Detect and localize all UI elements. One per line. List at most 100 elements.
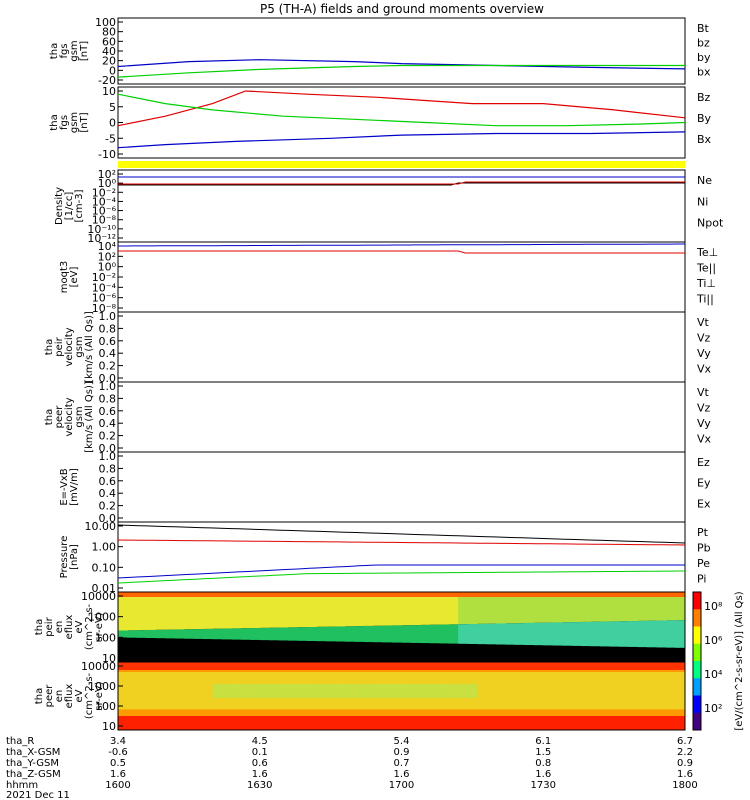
orbit-value: 0.1 [252, 747, 268, 758]
spectrogram-cell [647, 592, 658, 597]
legend-bx: Bx [697, 133, 712, 146]
colorbar-tick: 10⁴ [704, 668, 723, 681]
spectrogram-cell [344, 626, 355, 642]
y-axis-label: moqt3[eV] [59, 261, 80, 294]
y-tick-label: 0.2 [99, 360, 117, 373]
x-axis-label: hhmm [6, 780, 38, 791]
orbit-value: 0.9 [677, 758, 693, 769]
spectrogram-cell [571, 716, 582, 730]
spectrogram-cell [505, 592, 516, 597]
legend-vz: Vz [697, 332, 711, 345]
spectrogram-cell [297, 627, 308, 641]
spectrogram-cell [562, 672, 573, 710]
spectrogram-cell [203, 662, 213, 670]
spectrogram-cell [118, 597, 128, 631]
spectrogram-cell [146, 597, 157, 630]
spectrogram-cell [533, 622, 544, 646]
spectrogram-cell [429, 662, 440, 670]
legend-pi: Pi [697, 573, 706, 586]
y-tick-label: 1000 [88, 680, 116, 693]
panel-frame [117, 86, 686, 159]
spectrogram-cell [656, 662, 667, 670]
legend-pt: Pt [697, 526, 709, 539]
spectrogram-cell [543, 592, 554, 597]
spectrogram-cell [363, 625, 374, 643]
spectrogram-cell [429, 684, 440, 698]
spectrogram-cell [477, 716, 488, 730]
spectrogram-cell [486, 623, 497, 645]
spectrogram-cell [288, 684, 299, 698]
spectrogram-cell [335, 684, 346, 698]
legend-ex: Ex [697, 497, 711, 510]
spectrogram-cell [439, 597, 450, 625]
legend-te⊥: Te⊥ [696, 246, 718, 259]
spectrogram-cell [174, 629, 185, 639]
spectrogram-cell [496, 597, 506, 624]
legend-bt: Bt [697, 22, 710, 35]
spectrogram-cell [354, 626, 365, 642]
spectrogram-cell [656, 597, 667, 621]
spectrogram-cell [288, 716, 299, 730]
spectrogram-cell [628, 597, 639, 622]
spectrogram-cell [401, 592, 412, 597]
spectrogram-cell [325, 716, 336, 730]
y-tick-label: 0.6 [99, 475, 117, 488]
panel-frame [117, 17, 686, 85]
y-tick-label: 0.2 [99, 430, 117, 443]
legend-vt: Vt [697, 386, 710, 399]
spectrogram-cell [344, 597, 355, 627]
y-tick-label: 1.0 [99, 310, 117, 323]
spectrogram-cell [467, 597, 478, 625]
spectrogram-cell [590, 597, 601, 622]
spectrogram-cell [203, 672, 213, 710]
spectrogram-cell [628, 662, 639, 670]
spectrogram-cell [392, 597, 402, 626]
legend-vy: Vy [697, 347, 711, 360]
spectrogram-cell [647, 597, 658, 621]
chart-title: P5 (TH-A) fields and ground moments over… [260, 2, 544, 16]
panel-2: 10 5 0 -5 -10 thafgsgsm[nT] Bz By Bx [49, 85, 712, 161]
spectrogram-cell [118, 630, 128, 638]
spectrogram-cell [136, 592, 147, 597]
spectrogram-cell [363, 684, 374, 698]
y-tick-label: 100 [95, 631, 116, 644]
legend-vy: Vy [697, 417, 711, 430]
spectrogram-cell [373, 662, 384, 670]
spectrogram-cell [618, 597, 629, 622]
spectrogram-cell [420, 662, 431, 670]
legend-by: By [697, 112, 712, 125]
spectrogram-cell [552, 672, 563, 710]
x-tick-label: 1800 [672, 780, 697, 791]
spectrogram-cell [543, 622, 554, 646]
y-tick-label: 1000 [88, 611, 116, 624]
legend-bz: bz [697, 37, 710, 50]
spectrogram-cell [373, 684, 384, 698]
spectrogram-cell [221, 716, 232, 730]
spectrogram-cell [146, 716, 157, 730]
spectrogram-cell [212, 662, 223, 670]
spectrogram-cell [307, 684, 317, 698]
spectrogram-cell [533, 662, 544, 670]
spectrogram-cell [307, 597, 317, 627]
spectrogram-cell [637, 597, 648, 621]
spectrogram-cell [571, 662, 582, 670]
orbit-value: -0.6 [108, 747, 128, 758]
spectrogram-cell [184, 672, 195, 710]
spectrogram-cell [316, 716, 327, 730]
y-tick-label: 0 [109, 64, 116, 77]
spectrogram-cell [127, 592, 138, 597]
spectrogram-cell [165, 592, 176, 597]
spectrogram-cell [250, 592, 261, 597]
y-tick-label: 10000 [81, 590, 116, 603]
spectrogram-cell [221, 592, 232, 597]
y-tick-label: 10⁻⁶ [92, 205, 117, 218]
y-tick-label: 10⁻⁸ [92, 302, 117, 315]
legend-vx: Vx [697, 363, 712, 376]
colorbar-frame [692, 591, 702, 731]
spectrogram-cell [486, 592, 497, 597]
spectrogram-cell [373, 716, 384, 730]
spectrogram-cell [675, 620, 686, 648]
spectrogram-cell [127, 597, 138, 631]
spectrogram-cell [278, 597, 289, 628]
